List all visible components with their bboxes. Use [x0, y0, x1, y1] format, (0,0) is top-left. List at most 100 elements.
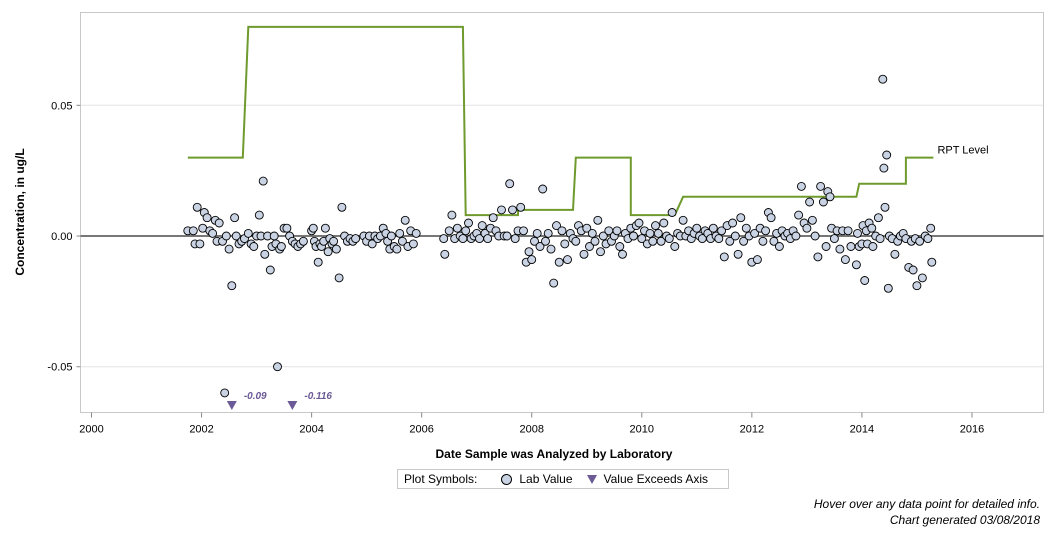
exceeds-axis-value-label: -0.09: [244, 391, 267, 402]
lab-value-point: [883, 283, 893, 293]
lab-value-point: [618, 249, 627, 259]
y-tick-label: -0.05: [47, 362, 72, 374]
lab-value-point: [719, 252, 729, 262]
lab-value-point: [825, 192, 835, 202]
exceeds-axis-marker: [287, 401, 298, 410]
lab-value-point: [860, 276, 870, 285]
x-tick-label: 2010: [630, 424, 654, 436]
exceeds-axis-value-label: -0.116: [304, 391, 332, 402]
lab-value-point: [543, 228, 553, 238]
rpt-level-label: RPT Level: [937, 145, 988, 157]
y-axis-label: Concentration, in ug/L: [13, 148, 27, 275]
lab-value-point: [829, 234, 839, 244]
lab-value-point: [791, 231, 801, 241]
lab-value-point: [807, 215, 817, 225]
lab-value-point: [411, 228, 421, 238]
lab-value-point: [552, 221, 561, 231]
lab-value-point: [400, 215, 410, 225]
hover-footnote: Hover over any data point for detailed i…: [813, 497, 1040, 511]
lab-value-point: [769, 236, 779, 246]
lab-value-series: [183, 74, 937, 398]
lab-value-point: [505, 179, 515, 189]
lab-value-point: [802, 223, 812, 233]
lab-value-point: [458, 234, 468, 244]
lab-value-point: [249, 242, 259, 251]
lab-value-point: [796, 181, 806, 191]
lab-value-point: [880, 202, 890, 212]
lab-value-point: [282, 223, 292, 233]
lab-value-point: [477, 221, 487, 231]
lab-value-point: [908, 265, 918, 275]
lab-value-point: [645, 228, 655, 238]
x-tick-label: 2002: [189, 424, 213, 436]
lab-value-point: [254, 210, 264, 220]
lab-value-point: [736, 213, 746, 223]
lab-value-point: [579, 249, 589, 259]
lab-value-point: [497, 205, 506, 215]
lab-value-point: [717, 226, 727, 236]
lab-value-point: [725, 236, 735, 246]
lab-value-point: [741, 223, 751, 233]
lab-value-point: [519, 226, 528, 236]
lab-value-point: [728, 218, 738, 228]
lab-value-point: [243, 228, 253, 238]
x-tick-label: 2014: [850, 424, 874, 436]
lab-value-point: [276, 242, 286, 251]
rpt-level-series: RPT Level: [187, 25, 989, 217]
lab-value-point: [590, 236, 600, 246]
lab-value-point: [323, 247, 333, 257]
legend-item-lab-value: Lab Value: [519, 472, 573, 486]
lab-value-point: [483, 234, 493, 244]
lab-value-point: [821, 242, 831, 251]
lab-value-point: [774, 242, 784, 251]
lab-value-point: [794, 210, 804, 220]
lab-value-point: [546, 244, 556, 254]
lab-value-point: [571, 236, 581, 246]
lab-value-point: [752, 255, 762, 265]
lab-value-point: [269, 231, 279, 241]
lab-value-point: [733, 249, 743, 259]
exceeds-axis-series: -0.09 -0.116: [226, 391, 332, 410]
lab-value-point: [923, 234, 933, 244]
lab-value-point: [516, 202, 526, 212]
lab-value-point: [634, 218, 644, 228]
lab-value-point: [813, 252, 823, 262]
lab-value-point: [667, 208, 677, 217]
lab-value-point: [331, 244, 341, 254]
lab-value-point: [708, 223, 718, 233]
lab-value-point: [452, 223, 462, 233]
x-tick-label: 2008: [519, 424, 543, 436]
lab-value-point: [549, 278, 559, 288]
lab-value-point: [867, 223, 877, 233]
lab-value-point: [598, 231, 608, 241]
lab-value-point: [766, 213, 776, 223]
lab-value-point: [637, 234, 647, 244]
lab-value-point: [224, 244, 234, 254]
lab-value-point: [329, 236, 339, 246]
lab-value-point: [664, 234, 674, 244]
lab-value-point: [560, 239, 570, 249]
lab-value-point: [231, 231, 241, 241]
lab-value-point: [447, 210, 457, 220]
y-tick-label: 0.05: [51, 100, 72, 112]
lab-value-point: [530, 236, 539, 246]
lab-value-point: [527, 255, 537, 265]
lab-value-point: [739, 236, 749, 246]
lab-value-point: [260, 249, 270, 259]
lab-value-point: [730, 231, 740, 241]
lab-value-point: [587, 228, 597, 238]
lab-value-point: [298, 236, 308, 246]
lab-value-point: [313, 257, 323, 267]
lab-value-point: [334, 273, 344, 283]
plot-area-frame: [80, 12, 1044, 413]
legend: Plot Symbols: Lab Value Value Exceeds Ax…: [397, 469, 729, 489]
lab-value-point: [840, 255, 850, 265]
lab-value-point: [879, 163, 889, 173]
rpt-level-line: [187, 25, 934, 217]
lab-value-point: [408, 239, 418, 249]
lab-value-point: [670, 242, 680, 251]
lab-value-point: [678, 215, 688, 225]
lab-value-point: [761, 226, 771, 236]
lab-value-point: [816, 181, 826, 191]
lab-value-point: [563, 255, 572, 265]
